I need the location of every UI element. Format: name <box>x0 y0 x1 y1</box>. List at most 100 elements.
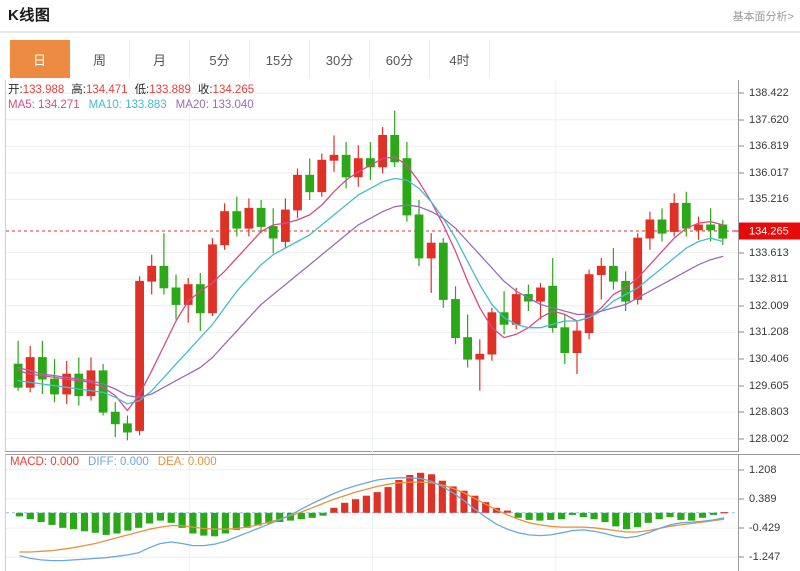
tab-5分[interactable]: 5分 <box>190 40 250 78</box>
price-axis-tick-label: 128.002 <box>749 432 789 445</box>
macd-histogram-bar <box>395 480 403 513</box>
macd-histogram-bar <box>308 512 316 518</box>
candle <box>353 158 363 178</box>
candle <box>183 284 193 305</box>
axis-tick-mark <box>739 119 744 121</box>
tab-60分[interactable]: 60分 <box>370 40 430 78</box>
candle <box>256 207 266 227</box>
axis-tick-mark <box>739 331 744 333</box>
candle <box>536 287 545 302</box>
candle <box>560 327 570 353</box>
page-header: K线图 基本面分析> <box>0 0 800 33</box>
tab-周[interactable]: 周 <box>70 40 130 78</box>
candle <box>499 312 509 325</box>
macd-histogram-bar <box>265 512 273 524</box>
candle <box>511 294 521 325</box>
macd-histogram-bar <box>449 486 457 513</box>
macd-histogram-bar <box>189 512 197 534</box>
macd-histogram-bar <box>211 512 219 537</box>
candle <box>451 299 460 338</box>
candle <box>86 370 96 397</box>
macd-axis-tick-label: 0.389 <box>749 492 777 505</box>
candle <box>475 353 485 360</box>
macd-axis-tick-label: -0.429 <box>749 522 781 535</box>
candle <box>159 265 169 289</box>
tab-月[interactable]: 月 <box>130 40 190 78</box>
axis-tick-mark <box>739 198 744 200</box>
macd-histogram-bar <box>536 512 544 521</box>
macd-histogram-bar <box>362 495 370 513</box>
candle <box>220 211 230 246</box>
macd-histogram-bar <box>427 474 436 513</box>
price-axis-tick-label: 130.406 <box>749 352 789 365</box>
candle <box>463 337 473 360</box>
candle <box>280 209 290 242</box>
axis-tick-mark <box>739 252 744 254</box>
tab-15分[interactable]: 15分 <box>250 40 310 78</box>
candle <box>414 214 424 259</box>
macd-histogram-bar <box>373 492 381 513</box>
macd-panel[interactable] <box>5 454 739 571</box>
price-panel[interactable] <box>5 80 739 452</box>
candle <box>38 357 47 380</box>
macd-histogram-bar <box>102 512 110 535</box>
macd-histogram-bar <box>352 499 360 513</box>
candle <box>110 411 120 425</box>
macd-histogram-bar <box>286 512 295 521</box>
macd-histogram-bar <box>525 512 533 520</box>
macd-histogram-bar <box>124 512 132 531</box>
candle <box>74 373 84 397</box>
macd-histogram-bar <box>178 512 186 528</box>
macd-histogram-bar <box>514 512 522 518</box>
candle <box>645 219 655 239</box>
macd-histogram-bar <box>297 512 305 520</box>
axis-tick-mark <box>739 278 744 280</box>
macd-histogram-bar <box>26 512 34 520</box>
macd-axis-tick-mark <box>739 527 744 529</box>
candle <box>62 373 72 395</box>
macd-histogram-bar <box>417 472 425 513</box>
candle <box>13 363 23 388</box>
tab-30分[interactable]: 30分 <box>310 40 370 78</box>
macd-histogram-bar <box>633 512 642 528</box>
candle <box>195 284 205 314</box>
candle <box>317 159 327 193</box>
macd-histogram-bar <box>91 512 99 533</box>
candle <box>232 211 242 229</box>
candle <box>694 224 703 231</box>
macd-histogram-bar <box>720 512 728 514</box>
macd-histogram-bar <box>232 512 240 530</box>
macd-histogram-bar <box>243 512 251 528</box>
tab-日[interactable]: 日 <box>10 40 70 78</box>
price-axis-tick-label: 136.017 <box>749 166 789 179</box>
candle <box>609 265 618 282</box>
candle <box>681 202 691 229</box>
macd-histogram-bar <box>113 512 121 534</box>
candle <box>293 174 302 211</box>
candle <box>341 154 351 178</box>
price-axis-tick-label: 133.613 <box>749 246 789 259</box>
candle <box>147 265 157 282</box>
axis-tick-mark <box>739 411 744 413</box>
axis-tick-mark <box>739 305 744 307</box>
macd-histogram-bar <box>568 512 576 515</box>
macd-histogram-bar <box>80 512 89 532</box>
candle <box>657 219 667 234</box>
price-axis-tick-label: 135.216 <box>749 193 789 206</box>
macd-indicator-svg <box>6 455 739 571</box>
macd-axis-tick-label: 1.208 <box>749 463 777 476</box>
candle <box>390 135 400 163</box>
macd-histogram-bar <box>677 512 685 520</box>
macd-axis-tick-label: -1.247 <box>749 551 781 564</box>
tab-4时[interactable]: 4时 <box>430 40 490 78</box>
macd-axis: 1.208 0.389 -0.429 -1.247 <box>738 454 800 571</box>
candle <box>633 237 643 300</box>
macd-histogram-bar <box>200 512 208 536</box>
macd-histogram-bar <box>590 512 598 520</box>
fundamental-analysis-link[interactable]: 基本面分析> <box>732 11 794 23</box>
macd-histogram-bar <box>579 512 587 518</box>
macd-histogram-bar <box>384 487 392 513</box>
candle <box>706 224 715 231</box>
macd-histogram-bar <box>666 512 674 518</box>
price-axis-tick-label: 131.208 <box>749 326 789 339</box>
